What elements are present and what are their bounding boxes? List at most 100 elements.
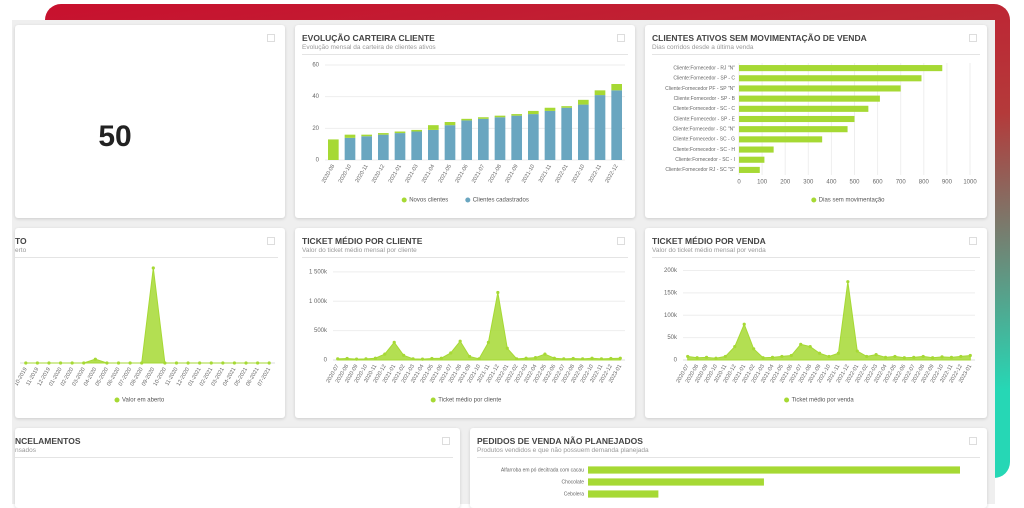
point xyxy=(515,357,519,361)
chart-card: TICKET MÉDIO POR CLIENTE Valor do ticket … xyxy=(295,228,635,418)
x-tick-label: 2021-07 xyxy=(471,164,486,184)
point xyxy=(267,361,271,365)
point xyxy=(174,361,179,365)
bar-segment xyxy=(578,104,589,160)
point xyxy=(128,361,132,365)
y-tick-label: Alfarroba em pó decitrada com cacau xyxy=(501,467,584,473)
point xyxy=(752,347,756,351)
y-tick-label: 0 xyxy=(316,158,320,164)
menu-icon[interactable] xyxy=(969,34,977,42)
y-tick-label: 1 500k xyxy=(309,269,328,275)
bar-segment xyxy=(478,117,489,119)
menu-icon[interactable] xyxy=(969,237,977,245)
card-title: PEDIDOS DE VENDA NÃO PLANEJADOS xyxy=(477,436,643,446)
bar-segment xyxy=(444,122,456,126)
y-tick-label: 150k xyxy=(664,290,678,296)
bar-segment xyxy=(394,133,406,160)
point xyxy=(770,355,775,359)
point xyxy=(402,353,406,357)
bar-segment xyxy=(511,114,522,116)
x-tick-label: 300 xyxy=(803,180,814,186)
card-subtitle: Evolução mensal da carteira de clientes … xyxy=(302,44,436,51)
point xyxy=(695,356,699,360)
legend-marker xyxy=(114,397,120,403)
divider xyxy=(302,54,628,55)
chart-card: PEDIDOS DE VENDA NÃO PLANEJADOS Produtos … xyxy=(470,428,987,508)
point xyxy=(893,354,897,359)
point xyxy=(336,357,340,361)
point xyxy=(912,355,916,359)
point xyxy=(467,354,472,359)
bar-segment xyxy=(528,110,539,115)
y-tick-label: Cliente:Fornecedor - SC "N" xyxy=(673,127,736,133)
legend-label: Clientes cadastrados xyxy=(473,198,529,204)
point xyxy=(533,356,538,360)
menu-icon[interactable] xyxy=(969,437,977,445)
legend-label: Ticket médio por cliente xyxy=(438,398,502,404)
legend-marker xyxy=(811,197,817,203)
point xyxy=(940,355,944,359)
x-tick-label: 2020-10 xyxy=(338,164,353,184)
point xyxy=(590,356,594,360)
point xyxy=(789,353,793,358)
bar-segment xyxy=(444,125,456,160)
bar xyxy=(739,146,774,153)
x-tick-label: 2021-10 xyxy=(521,164,536,184)
x-tick-label: 2022-11 xyxy=(588,164,603,184)
point xyxy=(827,354,831,359)
menu-icon[interactable] xyxy=(617,237,625,245)
divider xyxy=(302,257,628,258)
y-tick-label: Cebolera xyxy=(564,491,585,497)
point xyxy=(723,354,727,359)
point xyxy=(458,339,462,343)
x-tick-label: 600 xyxy=(873,180,884,186)
point xyxy=(496,290,500,295)
point xyxy=(151,266,155,270)
card-subtitle: erto xyxy=(15,247,27,254)
bar-segment xyxy=(511,115,522,160)
bar xyxy=(588,466,960,474)
bar-segment xyxy=(478,118,489,160)
card-subtitle: nsados xyxy=(15,447,36,454)
point xyxy=(618,356,622,360)
bar xyxy=(739,85,901,92)
menu-icon[interactable] xyxy=(267,34,275,42)
bar-segment xyxy=(428,125,439,130)
bar-segment xyxy=(611,90,622,160)
point xyxy=(846,280,850,284)
point xyxy=(232,361,237,365)
point xyxy=(345,356,349,361)
area xyxy=(337,292,621,361)
point xyxy=(581,357,585,361)
point xyxy=(383,352,387,356)
bar-segment xyxy=(494,115,506,118)
y-tick-label: Chocolate xyxy=(561,479,584,485)
point xyxy=(420,357,425,361)
area xyxy=(687,281,971,361)
point xyxy=(354,357,359,361)
x-tick-label: 2020-11 xyxy=(355,164,370,184)
point xyxy=(244,361,248,365)
y-tick-label: Cliente:Fornecedor - SP - B xyxy=(674,96,736,102)
point xyxy=(47,361,51,365)
area xyxy=(25,267,270,364)
bar-segment xyxy=(528,114,539,160)
legend-marker xyxy=(784,397,790,403)
bar xyxy=(739,105,869,112)
x-tick-label: 400 xyxy=(826,180,837,186)
bar-segment xyxy=(361,134,372,137)
card-subtitle: Produtos vendidos e que não possuem dema… xyxy=(477,447,649,454)
point xyxy=(116,361,121,365)
point xyxy=(855,349,859,353)
bar-segment xyxy=(561,106,572,108)
menu-icon[interactable] xyxy=(267,237,275,245)
x-tick-label: 2022-12 xyxy=(604,164,619,184)
x-tick-label: 2021-04 xyxy=(421,164,436,184)
point xyxy=(439,356,443,360)
menu-icon[interactable] xyxy=(617,34,625,42)
x-tick-label: 2021-11 xyxy=(538,164,553,184)
y-tick-label: 100k xyxy=(664,313,678,319)
kpi-card: 50 xyxy=(15,25,285,218)
menu-icon[interactable] xyxy=(442,437,450,445)
